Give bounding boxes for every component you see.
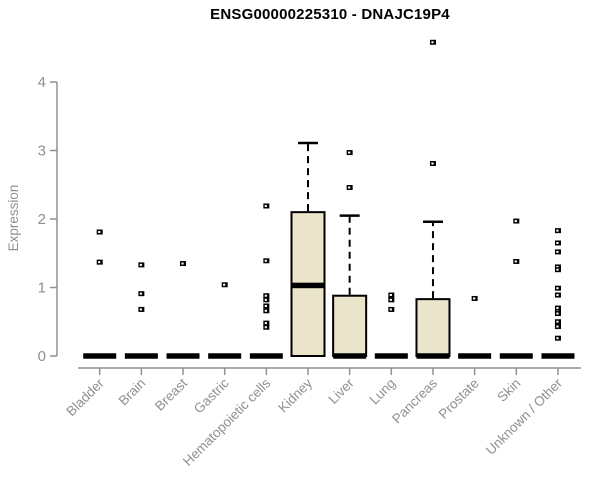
outlier-point-center: [264, 322, 267, 325]
outlier-point-center: [264, 204, 267, 207]
outlier-point-center: [264, 326, 267, 329]
outlier-point-center: [431, 41, 434, 44]
outlier-point-center: [556, 325, 559, 328]
x-axis-label-kidney: Kidney: [275, 375, 315, 415]
outlier-point-center: [264, 304, 267, 307]
outlier-point-center: [139, 263, 142, 266]
median-brain: [124, 353, 158, 359]
median-liver: [333, 353, 367, 359]
outlier-point-center: [514, 260, 517, 263]
outlier-point-center: [556, 312, 559, 315]
median-gastric: [208, 353, 242, 359]
outlier-point-center: [556, 229, 559, 232]
median-skin: [499, 353, 533, 359]
x-axis-label-skin: Skin: [494, 376, 523, 405]
outlier-point-center: [556, 265, 559, 268]
y-axis-tick-label: 1: [38, 280, 46, 297]
outlier-point-center: [223, 283, 226, 286]
outlier-point-center: [556, 250, 559, 253]
outlier-point-center: [556, 268, 559, 271]
outlier-point-center: [431, 162, 434, 165]
outlier-point-center: [389, 308, 392, 311]
box-pancreas: [415, 298, 451, 357]
outlier-point-center: [514, 220, 517, 223]
x-axis-label-brain: Brain: [116, 376, 149, 409]
x-axis-label-liver: Liver: [325, 375, 357, 407]
x-axis-label-gastric: Gastric: [191, 375, 232, 416]
median-bladder: [83, 353, 117, 359]
x-axis-label-bladder: Bladder: [63, 375, 107, 419]
outlier-point-center: [556, 241, 559, 244]
outlier-point-center: [264, 309, 267, 312]
outlier-point-center: [264, 259, 267, 262]
outlier-point-center: [348, 186, 351, 189]
outlier-point-center: [556, 337, 559, 340]
outlier-point-center: [264, 298, 267, 301]
median-lung: [374, 353, 408, 359]
outlier-point-center: [264, 294, 267, 297]
outlier-point-center: [556, 287, 559, 290]
outlier-point-center: [98, 231, 101, 234]
y-axis-tick-label: 4: [38, 74, 46, 91]
x-axis-label-lung: Lung: [367, 376, 399, 408]
box-liver: [332, 294, 368, 357]
median-unknown-other: [541, 353, 575, 359]
outlier-point-center: [98, 261, 101, 264]
x-axis-label-breast: Breast: [152, 375, 190, 413]
outlier-point-center: [181, 262, 184, 265]
outlier-point-center: [556, 320, 559, 323]
outlier-point-center: [556, 307, 559, 310]
median-kidney: [291, 282, 325, 289]
outlier-point-center: [139, 308, 142, 311]
x-axis-label-unknown-other: Unknown / Other: [483, 375, 566, 458]
outlier-point-center: [348, 151, 351, 154]
outlier-point-center: [389, 294, 392, 297]
y-axis-tick-label: 3: [38, 143, 46, 160]
x-axis-label-prostate: Prostate: [436, 376, 482, 422]
chart-title: ENSG00000225310 - DNAJC19P4: [210, 6, 450, 23]
median-pancreas: [416, 353, 450, 359]
outlier-point-center: [139, 292, 142, 295]
x-axis-label-pancreas: Pancreas: [389, 375, 440, 426]
median-prostate: [458, 353, 492, 359]
outlier-point-center: [556, 294, 559, 297]
outlier-point-center: [389, 298, 392, 301]
y-axis-tick-label: 2: [38, 211, 46, 228]
median-hematopoietic-cells: [249, 353, 283, 359]
median-breast: [166, 353, 200, 359]
outlier-point-center: [473, 297, 476, 300]
y-axis-tick-label: 0: [38, 348, 46, 365]
